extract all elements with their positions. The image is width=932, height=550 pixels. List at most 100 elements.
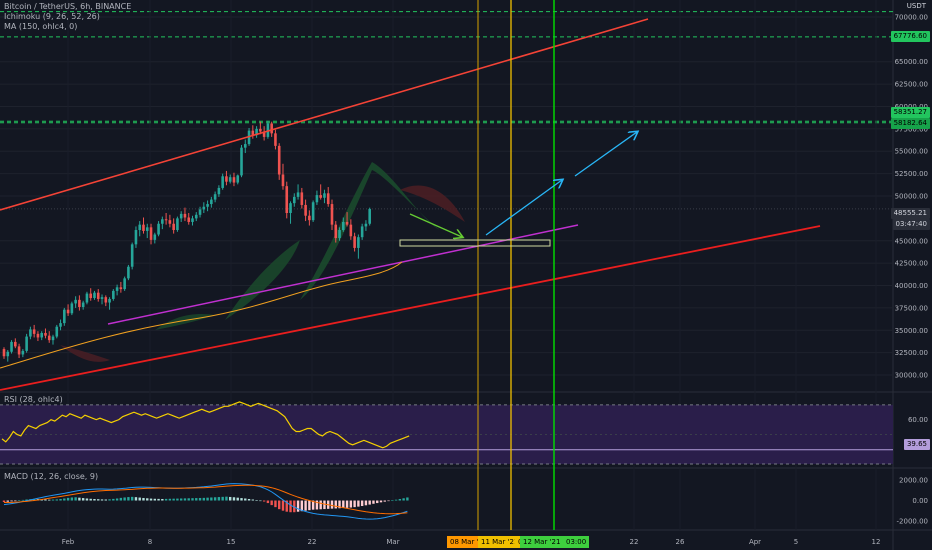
candle-body (145, 227, 149, 231)
macd-histogram-bar (368, 500, 371, 505)
price-axis-label: 55000.00 (895, 148, 928, 156)
macd-histogram-bar (108, 499, 111, 501)
macd-histogram-bar (274, 500, 277, 508)
macd-histogram-bar (406, 497, 409, 501)
candle-body (364, 223, 368, 227)
candle-body (119, 287, 123, 290)
candle-body (274, 133, 277, 146)
macd-histogram-bar (296, 500, 300, 512)
macd-histogram-bar (210, 497, 213, 501)
macd-histogram-bar (55, 499, 58, 501)
axes: 70000.00 65000.00 62500.00 60000.00 57500.00… (62, 13, 928, 546)
macd-histogram-bar (51, 499, 55, 501)
macd-pane (2, 483, 409, 520)
candle-body (112, 290, 115, 299)
level-b-tag: 58182.64 (890, 118, 930, 129)
macd-histogram-bar (353, 500, 356, 508)
candle-body (70, 303, 74, 314)
macd-histogram-bar (300, 500, 304, 512)
rsi-title: RSI (28, ohlc4) (4, 395, 63, 404)
macd-histogram-bar (119, 497, 123, 501)
macd-histogram-bar (168, 498, 172, 501)
macd-histogram-bar (66, 497, 70, 501)
macd-histogram-bar (183, 498, 187, 501)
macd-histogram-bar (217, 497, 221, 501)
macd-histogram-bar (195, 498, 198, 501)
candle-body (157, 223, 160, 235)
macd-histogram-bar (259, 500, 262, 502)
macd-histogram-bar (149, 498, 153, 501)
macd-legend[interactable]: MACD (12, 26, close, 9) (4, 472, 98, 482)
macd-histogram-bar (164, 498, 168, 501)
time-axis-label: Mar (386, 538, 399, 546)
candle-body (6, 351, 10, 357)
macd-histogram-bar (266, 500, 270, 504)
macd-histogram-bar (206, 497, 209, 501)
candle-body (191, 218, 194, 222)
macd-histogram-bar (78, 497, 81, 501)
candle-body (315, 195, 319, 203)
price-axis-label: 60000.00 (895, 103, 928, 111)
currency-label[interactable]: USDT (907, 2, 926, 10)
candle-body (142, 224, 145, 231)
macd-histogram-bar (134, 497, 138, 501)
cloud-bear (60, 345, 110, 362)
macd-histogram-bar (251, 499, 255, 501)
macd-histogram-bar (146, 498, 149, 501)
candle-body (326, 193, 330, 205)
candle-body (55, 326, 59, 337)
macd-histogram-bar (270, 500, 273, 506)
macd-histogram-bar (100, 499, 104, 501)
macd-histogram-bar (81, 498, 85, 501)
macd-histogram-bar (17, 500, 21, 501)
price-axis-label: 32500.00 (895, 349, 928, 357)
macd-axis-label: 2000.00 (899, 477, 928, 485)
macd-histogram-bar (232, 497, 236, 501)
price-axis-label: 45000.00 (895, 237, 928, 245)
rsi-legend[interactable]: RSI (28, ohlc4) (4, 395, 63, 405)
candle-body (292, 196, 296, 204)
price-axis-label: 52500.00 (895, 170, 928, 178)
candle-body (21, 350, 25, 355)
channel-upper-line (0, 18, 649, 211)
candle-body (32, 329, 36, 334)
price-axis-label: 57500.00 (895, 125, 928, 133)
macd-histogram-bar (85, 498, 89, 501)
macd-histogram-bar (311, 500, 315, 510)
candle-body (51, 336, 55, 341)
macd-histogram-bar (161, 498, 164, 501)
macd-histogram-bar (236, 497, 239, 501)
candle-body (44, 332, 47, 336)
macd-histogram-bar (342, 500, 345, 509)
macd-histogram-bar (32, 498, 36, 501)
macd-histogram-bar (213, 497, 217, 501)
candle-body (183, 213, 187, 218)
time-axis-label: Feb (62, 538, 75, 546)
price-axis-label: 50000.00 (895, 193, 928, 201)
candle-body (36, 333, 40, 338)
macd-histogram-bar (402, 498, 405, 501)
candle-body (29, 329, 32, 337)
currency-text: USDT (906, 2, 926, 10)
candle-body (104, 297, 108, 303)
moving-average-line (0, 261, 403, 369)
support-trendline (107, 224, 579, 325)
candle-body (240, 147, 243, 176)
ichimoku-legend[interactable]: Ichimoku (9, 26, 52, 26) (4, 12, 100, 21)
macd-histogram-bar (44, 499, 47, 501)
price-axis-label: 70000.00 (895, 13, 928, 21)
candle-body (334, 224, 338, 239)
macd-histogram-bar (364, 500, 368, 506)
symbol-title[interactable]: Bitcoin / TetherUS, 6h, BINANCE (4, 2, 132, 11)
ma-legend[interactable]: MA (150, ohlc4, 0) (4, 22, 78, 31)
macd-histogram-bar (198, 497, 202, 501)
candle-body (281, 174, 285, 187)
candle-body (81, 302, 85, 308)
candle-body (236, 175, 240, 183)
macd-histogram-bar (262, 500, 266, 502)
candle-body (127, 266, 130, 279)
candle-body (108, 298, 111, 303)
macd-histogram-bar (304, 500, 307, 511)
